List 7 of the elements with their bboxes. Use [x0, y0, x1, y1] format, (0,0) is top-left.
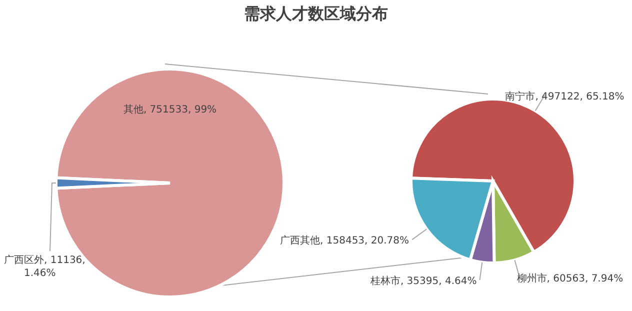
text: 需求人才数区域分布	[243, 4, 389, 25]
slice-label: 桂林市, 35395, 4.64%	[369, 275, 477, 288]
slice-label: 柳州市, 60563, 7.94%	[516, 272, 624, 284]
slice-label: 广西其他, 158453, 20.78%	[280, 234, 410, 247]
slice-label: 其他, 751533, 99%	[123, 103, 217, 116]
slice-label: 广西区外, 11136, 1.46%	[4, 254, 86, 279]
slice-label: 南宁市, 497122, 65.18%	[505, 90, 624, 102]
